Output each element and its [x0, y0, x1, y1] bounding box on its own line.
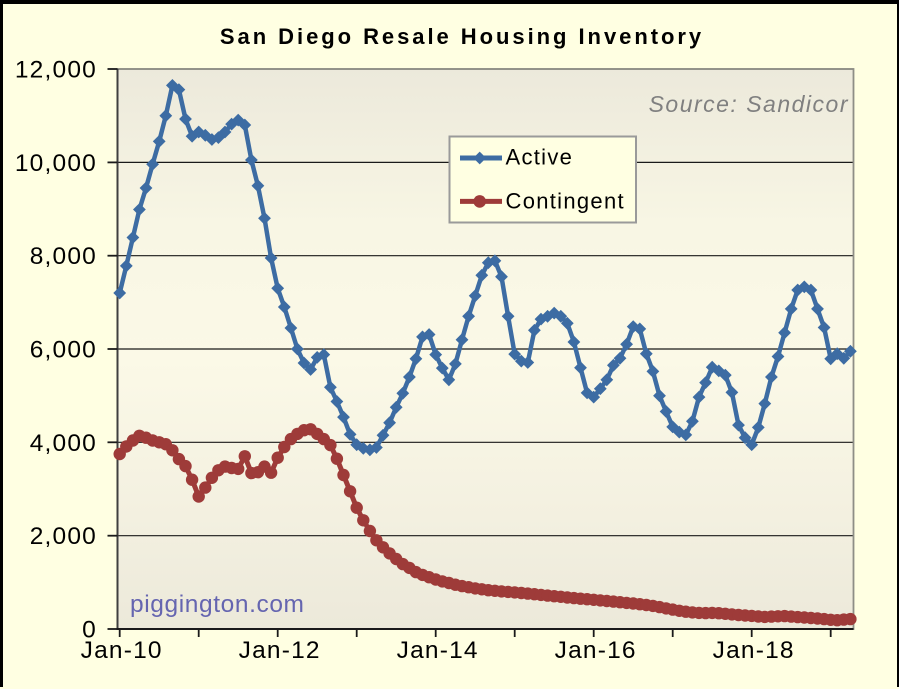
svg-text:Jan-18: Jan-18: [713, 637, 795, 664]
svg-text:12,000: 12,000: [15, 57, 97, 84]
svg-text:0: 0: [82, 617, 97, 644]
svg-text:San Diego Resale Housing Inven: San Diego Resale Housing Inventory: [220, 24, 704, 49]
svg-text:Jan-12: Jan-12: [239, 637, 321, 664]
svg-text:8,000: 8,000: [30, 243, 97, 270]
svg-text:piggington.com: piggington.com: [130, 591, 305, 618]
svg-text:4,000: 4,000: [30, 430, 97, 457]
svg-text:2,000: 2,000: [30, 523, 97, 550]
svg-text:Contingent: Contingent: [506, 189, 625, 214]
svg-text:Active: Active: [506, 145, 574, 170]
svg-text:Jan-14: Jan-14: [397, 637, 479, 664]
svg-text:6,000: 6,000: [30, 337, 97, 364]
svg-text:Jan-10: Jan-10: [81, 637, 163, 664]
svg-text:Jan-16: Jan-16: [555, 637, 637, 664]
svg-text:10,000: 10,000: [15, 150, 97, 177]
svg-text:Source: Sandicor: Source: Sandicor: [649, 91, 849, 117]
